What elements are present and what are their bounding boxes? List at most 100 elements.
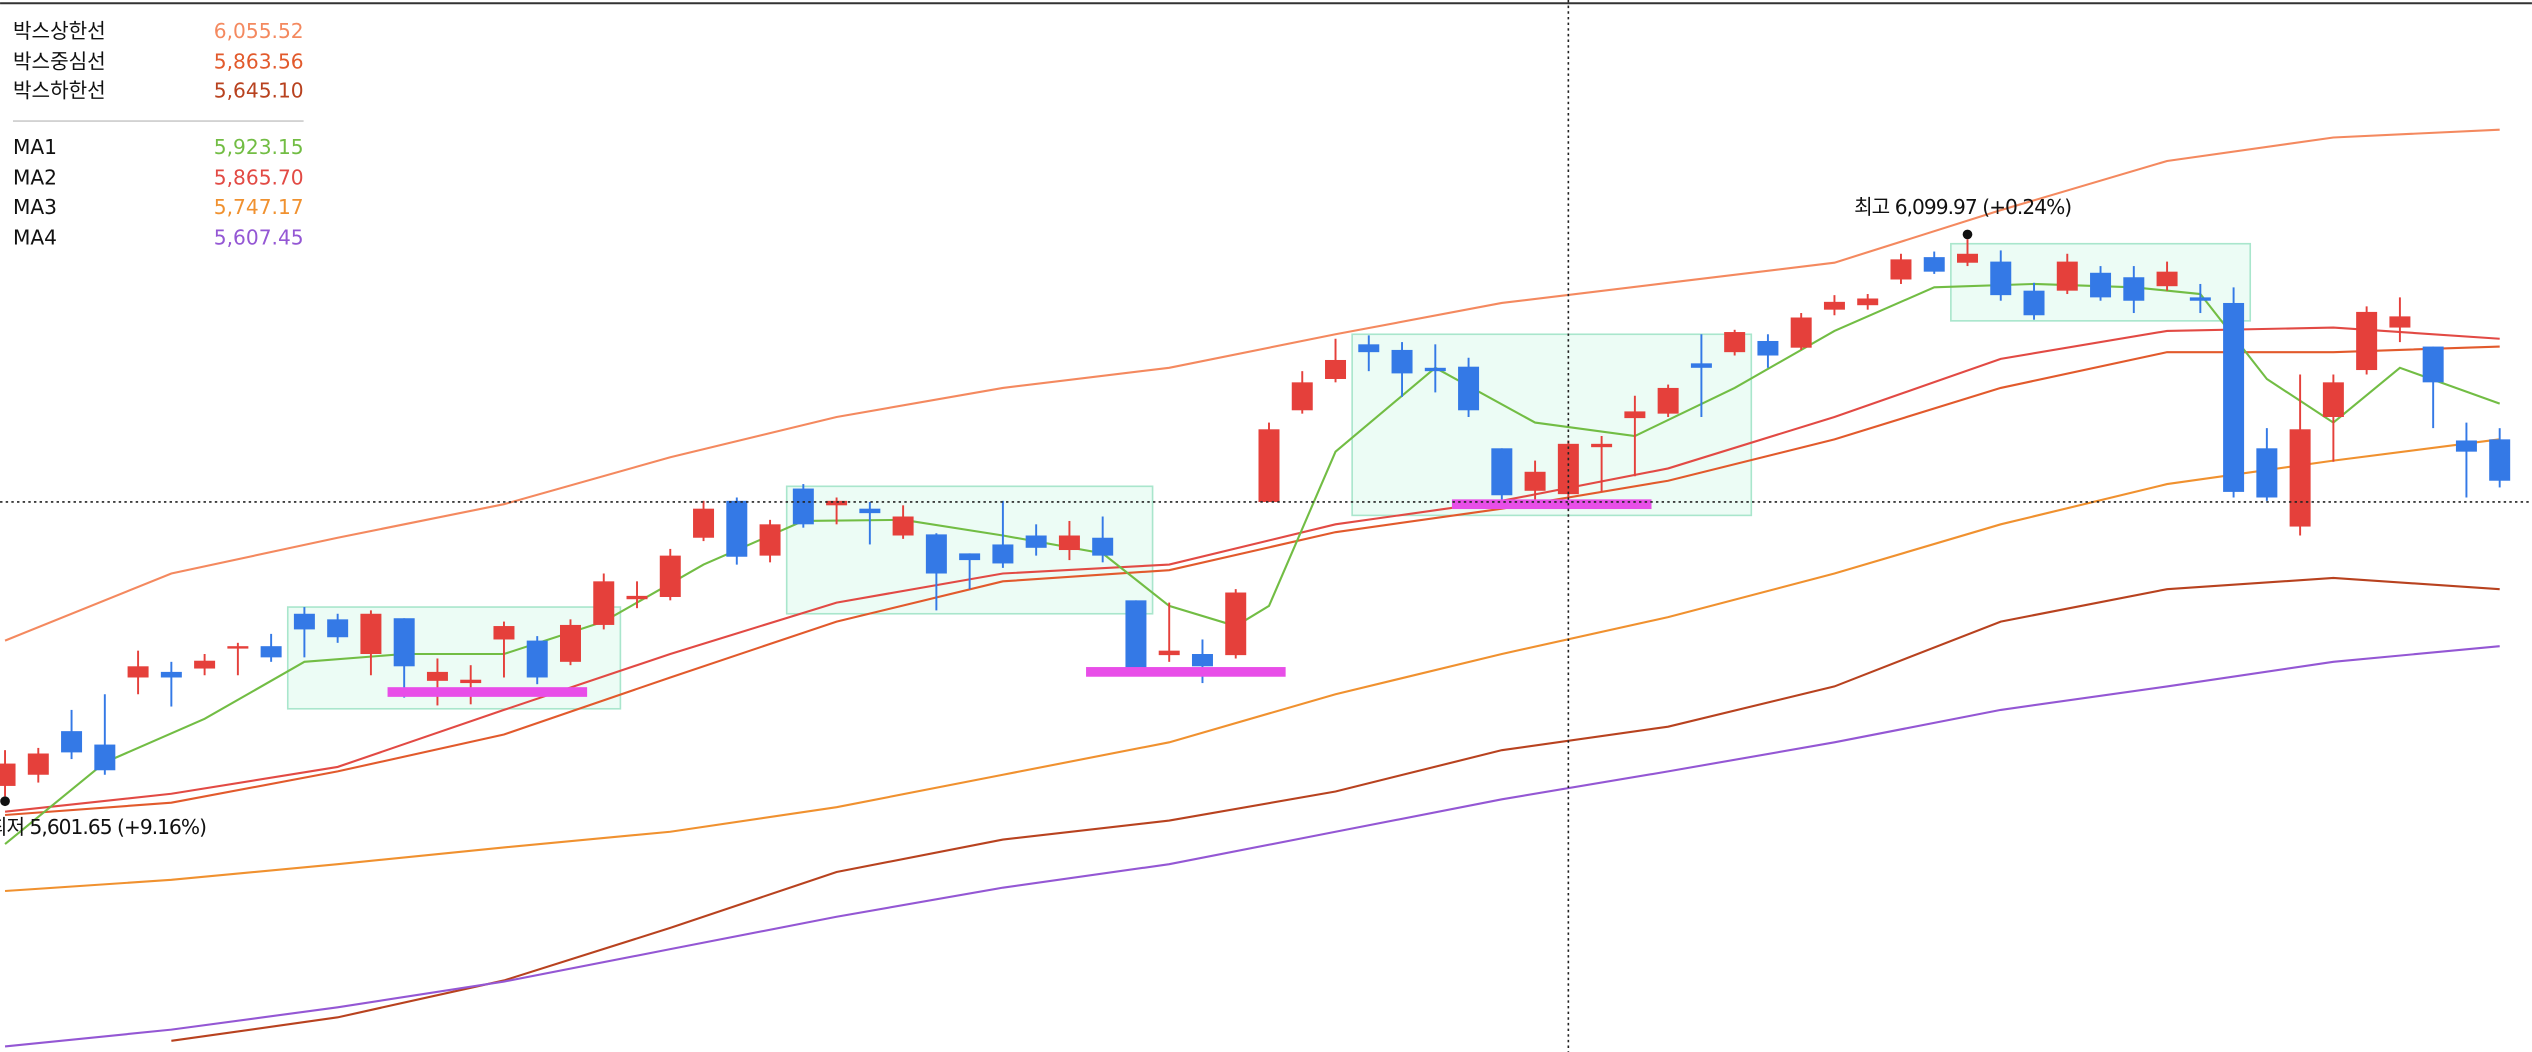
candle-body: [2322, 382, 2344, 417]
candle-body: [2123, 277, 2145, 301]
candle-body: [160, 671, 182, 678]
candle-body: [1424, 367, 1446, 372]
candle-body: [792, 488, 814, 525]
candle-body: [227, 646, 249, 649]
candle-body: [293, 613, 315, 630]
candle-body: [2289, 429, 2311, 527]
candle-body: [1557, 443, 1579, 495]
candle-body: [1458, 366, 1480, 411]
candle-body: [194, 660, 216, 669]
candle-body: [1158, 650, 1180, 656]
candle-body: [559, 624, 581, 662]
candle-body: [2223, 302, 2245, 492]
candle-body: [1890, 259, 1912, 280]
candle-body: [2056, 261, 2078, 291]
legend-value: 5,863.56: [214, 49, 304, 73]
box-zone: [785, 485, 1154, 615]
support-line: [387, 687, 588, 697]
candle-body: [27, 753, 49, 775]
candle-body: [2389, 316, 2411, 328]
extreme-label: 최저 5,601.65 (+9.16%): [0, 815, 206, 839]
legend-name: MA3: [13, 195, 57, 219]
candle-body: [626, 595, 648, 600]
candle-body: [892, 516, 914, 536]
candle-body: [1092, 537, 1114, 556]
candle-body: [127, 666, 149, 678]
candle-body: [1291, 382, 1313, 411]
candle-body: [2455, 440, 2477, 452]
candle-body: [2090, 272, 2112, 298]
candle-body: [1491, 448, 1513, 496]
candle-body: [1358, 344, 1380, 353]
legend-name: MA4: [13, 225, 57, 249]
candle-body: [1790, 317, 1812, 348]
extreme-dot: [1962, 229, 1973, 240]
candle-body: [1058, 535, 1080, 551]
candle-body: [2023, 290, 2045, 316]
candle-body: [693, 508, 715, 538]
legend-name: 박스하한선: [13, 79, 106, 103]
overlay-line: [4, 326, 2500, 813]
candle-body: [1990, 261, 2012, 296]
candle-body: [1191, 654, 1213, 667]
candle-body: [2189, 297, 2211, 301]
extreme-dot: [0, 796, 10, 807]
candle-body: [1624, 411, 1646, 419]
candle-body: [2356, 311, 2378, 371]
legend-value: 5,645.10: [214, 79, 304, 103]
candle-body: [1325, 359, 1347, 379]
candle-body: [826, 500, 848, 506]
candle-body: [959, 553, 981, 561]
candle-body: [327, 619, 349, 638]
legend-name: 박스상한선: [13, 19, 106, 43]
candle-body: [61, 731, 83, 753]
candle-body: [460, 679, 482, 684]
candle-body: [1823, 301, 1845, 310]
candle-body: [393, 618, 415, 667]
candle-body: [593, 581, 615, 625]
candle-body: [1524, 471, 1546, 491]
candle-body: [1225, 592, 1247, 656]
overlay-line: [4, 282, 2501, 845]
candle-body: [1391, 349, 1413, 374]
candle-body: [2156, 271, 2178, 287]
candle-body: [925, 534, 947, 574]
candle-body: [94, 744, 116, 771]
candle-body: [726, 500, 748, 557]
candle-body: [1258, 429, 1280, 502]
overlay-line: [171, 576, 2500, 1042]
legend-value: 5,607.45: [214, 225, 304, 249]
candle-body: [1857, 298, 1879, 306]
overlay-line: [4, 128, 2500, 642]
candle-body: [1591, 443, 1613, 448]
candle-body: [859, 508, 881, 514]
candle-body: [1923, 257, 1945, 272]
overlay-line: [4, 645, 2500, 1048]
legend-name: MA2: [13, 166, 57, 190]
support-line: [1451, 499, 1652, 510]
overlay-line: [4, 438, 2500, 893]
candle-body: [426, 671, 448, 681]
candle-body: [0, 763, 16, 786]
legend-value: 5,747.17: [214, 195, 304, 219]
candle-body: [2422, 346, 2444, 383]
candle-body: [526, 640, 548, 678]
candle-body: [1125, 600, 1147, 669]
candle-body: [360, 613, 382, 655]
candle-body: [2489, 439, 2511, 481]
candle-body: [1690, 363, 1712, 368]
extreme-label: 최고 6,099.97 (+0.24%): [1854, 195, 2071, 219]
candle-body: [260, 646, 282, 658]
legend: 박스상한선 6,055.52 박스중심선 5,863.56 박스하한선 5,645.10 M…: [13, 19, 304, 249]
candle-body: [1957, 253, 1978, 263]
support-line: [1086, 667, 1286, 677]
candle-body: [1757, 340, 1779, 356]
legend-value: 6,055.52: [214, 19, 304, 43]
candle-body: [1724, 332, 1746, 353]
candle-body: [1025, 535, 1047, 548]
legend-name: MA1: [13, 135, 57, 159]
legend-name: 박스중심선: [13, 49, 106, 73]
